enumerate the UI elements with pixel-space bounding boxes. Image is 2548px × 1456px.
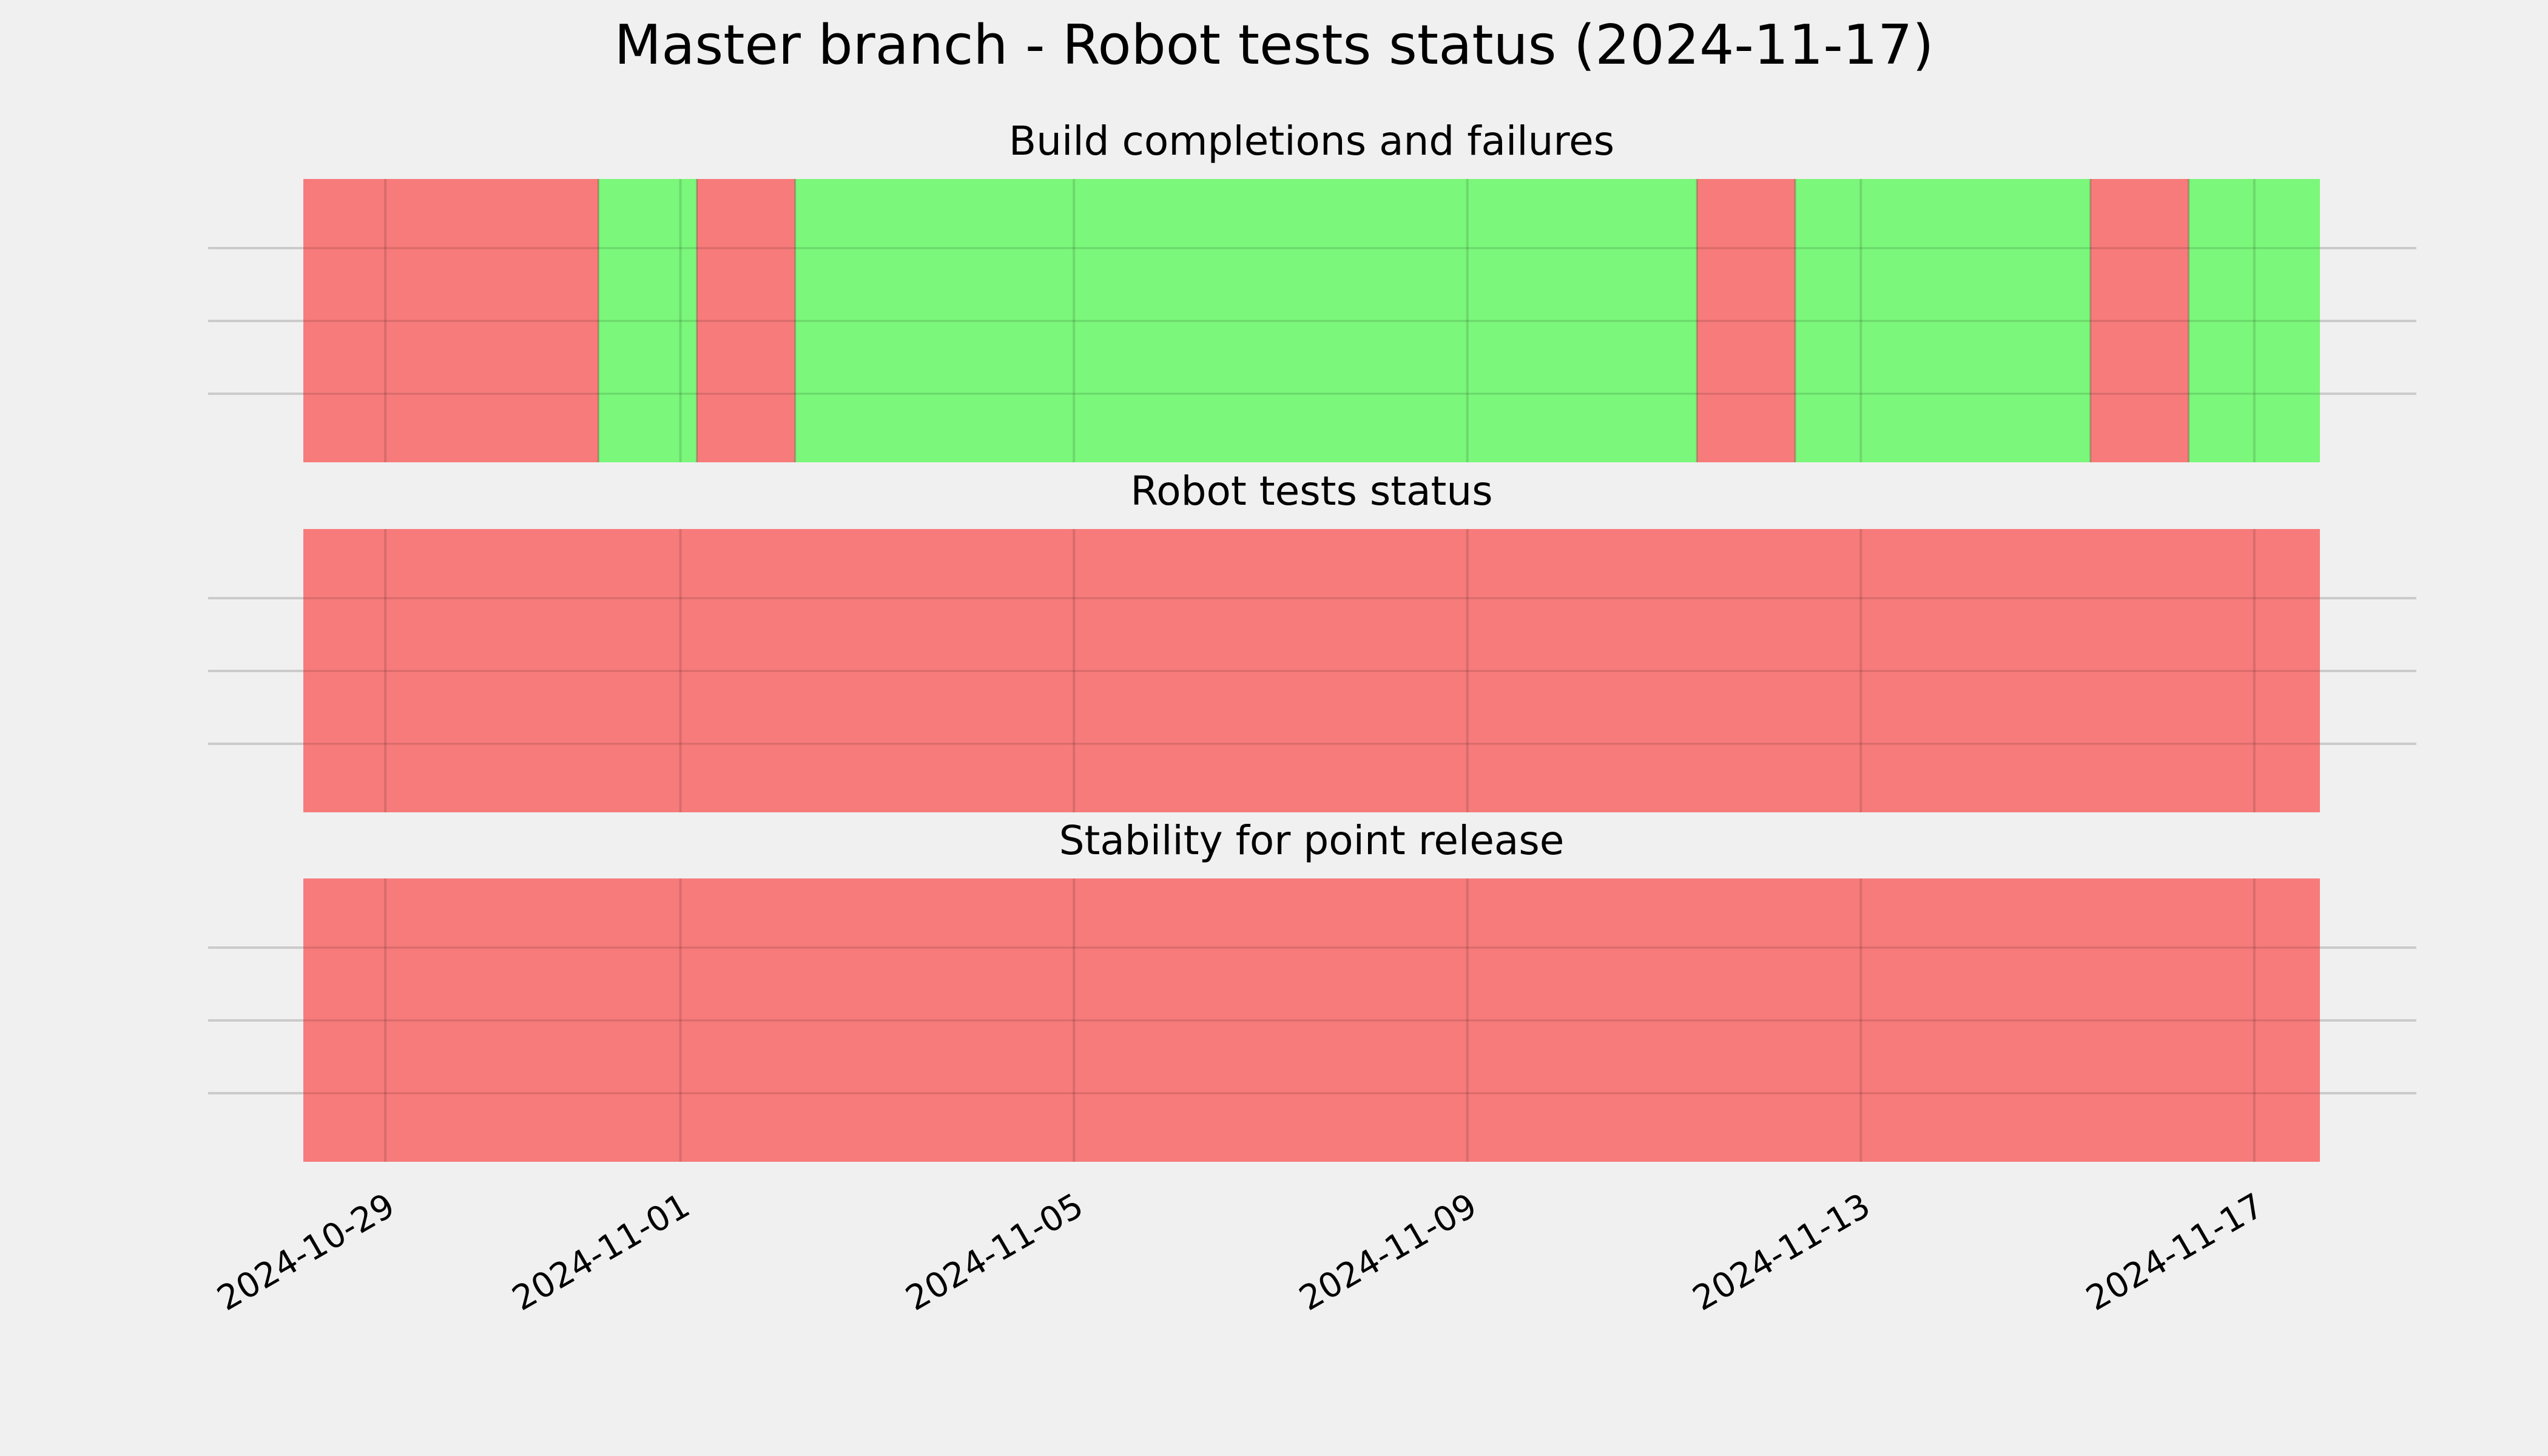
status-segment-fail bbox=[696, 179, 795, 462]
panel-1: Build completions and failures bbox=[208, 118, 2416, 462]
status-segment-pass bbox=[598, 179, 697, 462]
status-segment-pass bbox=[795, 179, 1697, 462]
status-segment-pass bbox=[2188, 179, 2320, 462]
status-segment-fail bbox=[1697, 179, 1796, 462]
status-segment-fail bbox=[303, 179, 599, 462]
status-segment-pass bbox=[1795, 179, 2091, 462]
status-segment-fail bbox=[2090, 179, 2189, 462]
panel-3: Stability for point release bbox=[208, 817, 2416, 1162]
panel-2: Robot tests status bbox=[208, 468, 2416, 812]
status-segment-fail bbox=[303, 878, 2320, 1162]
status-segment-fail bbox=[303, 529, 2320, 812]
panel-title: Build completions and failures bbox=[1009, 118, 1614, 164]
panel-title: Stability for point release bbox=[1059, 817, 1565, 864]
chart-panels: Build completions and failures Robot test… bbox=[208, 118, 2416, 1162]
chart-title: Master branch - Robot tests status (2024… bbox=[615, 13, 1934, 77]
panel-title: Robot tests status bbox=[1130, 468, 1492, 514]
